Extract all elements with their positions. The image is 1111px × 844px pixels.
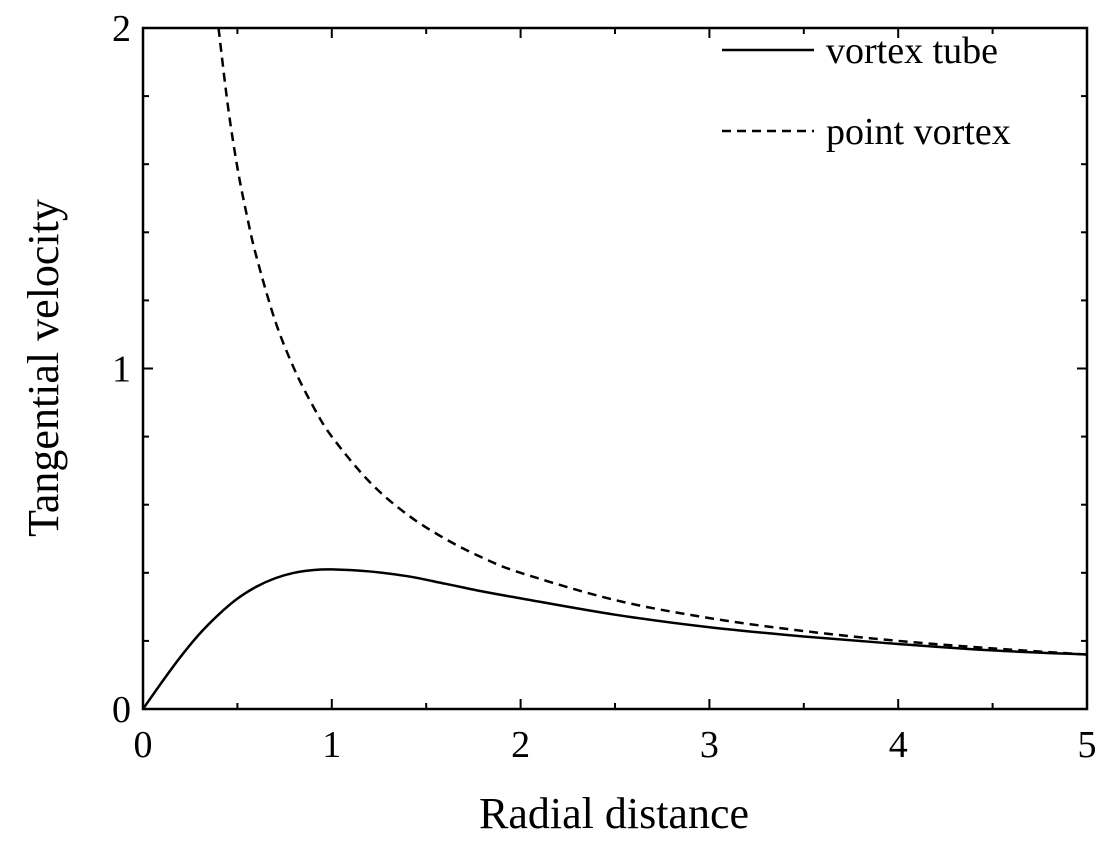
- x-tick-label: 3: [700, 724, 719, 766]
- x-tick-label: 0: [134, 724, 153, 766]
- series-line-point-vortex: [217, 27, 1088, 656]
- x-tick-label: 4: [889, 724, 908, 766]
- x-tick-label: 5: [1078, 724, 1097, 766]
- series-layer: [141, 27, 1088, 710]
- ticks-layer: [142, 27, 1088, 710]
- legend-label-vortex-tube: vortex tube: [826, 30, 998, 72]
- x-tick-label: 1: [322, 724, 341, 766]
- legend-label-point-vortex: point vortex: [826, 111, 1011, 153]
- x-axis-title: Radial distance: [479, 789, 749, 838]
- y-axis-title: Tangential velocity: [19, 199, 68, 537]
- series-line-vortex-tube: [141, 568, 1088, 710]
- y-tick-label: 2: [112, 8, 131, 50]
- y-tick-label: 0: [112, 689, 131, 731]
- x-tick-label: 2: [511, 724, 530, 766]
- y-tick-label: 1: [112, 349, 131, 391]
- legend: vortex tube point vortex: [722, 30, 1011, 153]
- tick-labels-layer: 0 1 2 3 4 5 0 1 2: [112, 8, 1097, 766]
